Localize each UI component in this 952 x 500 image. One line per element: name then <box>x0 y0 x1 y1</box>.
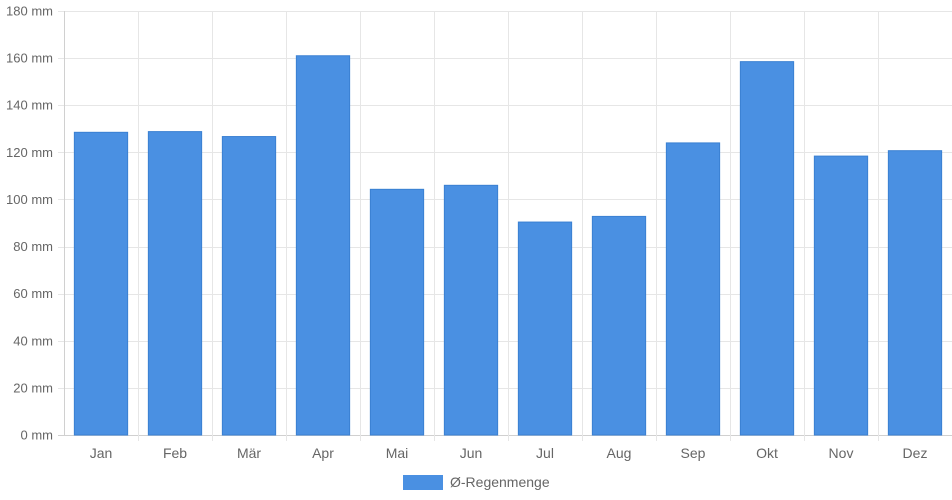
x-tick-label: Aug <box>607 445 632 461</box>
x-tick-label: Apr <box>312 445 334 461</box>
bar[interactable] <box>813 155 869 436</box>
y-tick-label: 20 mm <box>13 380 53 395</box>
y-axis-tick-labels: 0 mm 20 mm 40 mm 60 mm 80 mm 100 mm 120 mm 140 … <box>6 4 53 443</box>
bar[interactable] <box>591 215 647 436</box>
x-tick-label: Okt <box>756 445 778 461</box>
x-tick-label: Jan <box>90 445 113 461</box>
x-tick-label: Jun <box>460 445 483 461</box>
x-tick-label: Jul <box>536 445 554 461</box>
bar[interactable] <box>295 55 351 436</box>
x-tick-label: Feb <box>163 445 187 461</box>
bar[interactable] <box>665 142 721 436</box>
x-tick-label: Mai <box>386 445 409 461</box>
legend-label: Ø-Regenmenge <box>450 474 550 490</box>
y-tick-label: 60 mm <box>13 286 53 301</box>
x-tick-label: Sep <box>681 445 706 461</box>
bars <box>73 55 943 436</box>
bar[interactable] <box>73 131 129 436</box>
bar[interactable] <box>147 131 203 436</box>
bar[interactable] <box>443 184 499 436</box>
x-tick-label: Dez <box>903 445 928 461</box>
x-tick-label: Nov <box>829 445 854 461</box>
y-tick-label: 140 mm <box>6 98 53 113</box>
x-tick-label: Mär <box>237 445 261 461</box>
bar[interactable] <box>887 150 943 436</box>
bar[interactable] <box>517 221 573 436</box>
y-tick-label: 120 mm <box>6 145 53 160</box>
y-tick-label: 80 mm <box>13 239 53 254</box>
bar[interactable] <box>221 136 277 436</box>
y-tick-label: 40 mm <box>13 333 53 348</box>
y-tick-label: 0 mm <box>21 428 54 443</box>
legend-swatch <box>403 475 443 490</box>
bar[interactable] <box>739 61 795 436</box>
x-axis-tick-labels: Jan Feb Mär Apr Mai Jun Jul Aug Sep Okt Nov Dez <box>90 445 928 461</box>
bar[interactable] <box>369 188 425 436</box>
legend[interactable]: Ø-Regenmenge <box>403 474 550 490</box>
y-tick-label: 180 mm <box>6 4 53 19</box>
y-tick-label: 100 mm <box>6 192 53 207</box>
grid-lines <box>58 11 952 441</box>
y-tick-label: 160 mm <box>6 51 53 66</box>
